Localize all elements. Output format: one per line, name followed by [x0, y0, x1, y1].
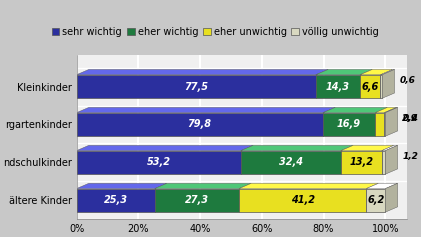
Polygon shape: [77, 145, 253, 151]
Polygon shape: [316, 69, 372, 75]
Polygon shape: [385, 145, 398, 174]
Text: 77,5: 77,5: [184, 82, 208, 91]
Text: 32,4: 32,4: [279, 157, 303, 167]
Bar: [381, 151, 385, 174]
Text: 27,3: 27,3: [185, 195, 209, 205]
Polygon shape: [380, 69, 394, 75]
Polygon shape: [77, 107, 335, 113]
Polygon shape: [384, 107, 398, 113]
Bar: [384, 113, 385, 136]
Text: 0,6: 0,6: [399, 76, 415, 85]
Bar: [323, 113, 375, 136]
Polygon shape: [77, 183, 167, 189]
Bar: [155, 189, 239, 212]
Text: 13,2: 13,2: [349, 157, 373, 167]
Text: 6,6: 6,6: [362, 82, 379, 91]
Polygon shape: [385, 183, 398, 212]
Bar: [360, 75, 380, 98]
Bar: [77, 75, 316, 98]
Polygon shape: [382, 69, 394, 98]
Text: 16,9: 16,9: [337, 119, 361, 129]
Polygon shape: [381, 145, 398, 151]
Text: 2,9: 2,9: [402, 114, 418, 123]
Legend: sehr wichtig, eher wichtig, eher unwichtig, völlig unwichtig: sehr wichtig, eher wichtig, eher unwicht…: [48, 23, 383, 41]
Text: 1,2: 1,2: [402, 152, 418, 161]
Text: 25,3: 25,3: [104, 195, 128, 205]
Bar: [239, 189, 366, 212]
Polygon shape: [375, 107, 397, 113]
Bar: [241, 151, 341, 174]
Polygon shape: [341, 145, 394, 151]
Text: 14,3: 14,3: [326, 82, 350, 91]
Polygon shape: [241, 145, 353, 151]
Polygon shape: [366, 183, 398, 189]
Bar: [77, 189, 155, 212]
Text: 0,4: 0,4: [402, 114, 418, 123]
Polygon shape: [239, 183, 378, 189]
Bar: [77, 151, 241, 174]
Polygon shape: [323, 107, 387, 113]
Text: 53,2: 53,2: [147, 157, 171, 167]
Text: 79,8: 79,8: [188, 119, 212, 129]
Bar: [366, 189, 385, 212]
Bar: [380, 75, 382, 98]
Bar: [375, 113, 384, 136]
Polygon shape: [360, 69, 393, 75]
Bar: [341, 151, 381, 174]
Polygon shape: [77, 69, 328, 75]
Text: 41,2: 41,2: [290, 195, 314, 205]
Bar: [316, 75, 360, 98]
Polygon shape: [385, 107, 398, 136]
Bar: [77, 113, 323, 136]
Text: 6,2: 6,2: [367, 195, 384, 205]
Polygon shape: [155, 183, 251, 189]
